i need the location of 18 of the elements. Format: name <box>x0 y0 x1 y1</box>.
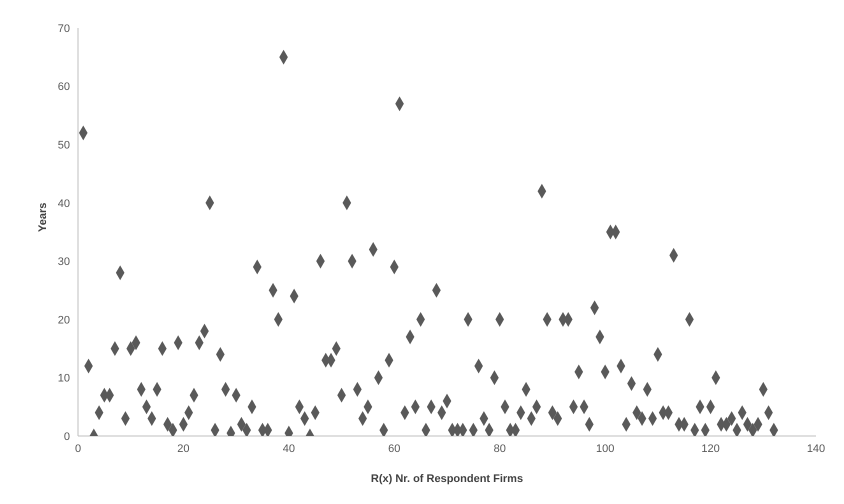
y-tick-label: 70 <box>58 22 70 35</box>
x-tick-label: 80 <box>494 442 506 455</box>
x-tick-label: 120 <box>701 442 720 455</box>
x-axis-title: R(x) Nr. of Respondent Firms <box>370 472 524 485</box>
x-tick-label: 40 <box>282 442 295 455</box>
y-tick-label: 40 <box>58 198 70 210</box>
y-tick-label: 60 <box>58 81 70 94</box>
x-tick-label: 20 <box>177 442 190 455</box>
x-tick-label: 140 <box>806 442 826 455</box>
x-tick-label: 60 <box>388 442 400 455</box>
y-tick-label: 10 <box>58 372 70 385</box>
y-tick-label: 30 <box>58 256 70 268</box>
y-axis-title: Years <box>36 202 49 232</box>
x-tick-label: 0 <box>74 442 82 455</box>
x-tick-label: 100 <box>596 442 614 455</box>
y-tick-label: 0 <box>64 430 70 443</box>
y-tick-label: 50 <box>58 139 70 152</box>
y-tick-label: 20 <box>58 314 70 326</box>
